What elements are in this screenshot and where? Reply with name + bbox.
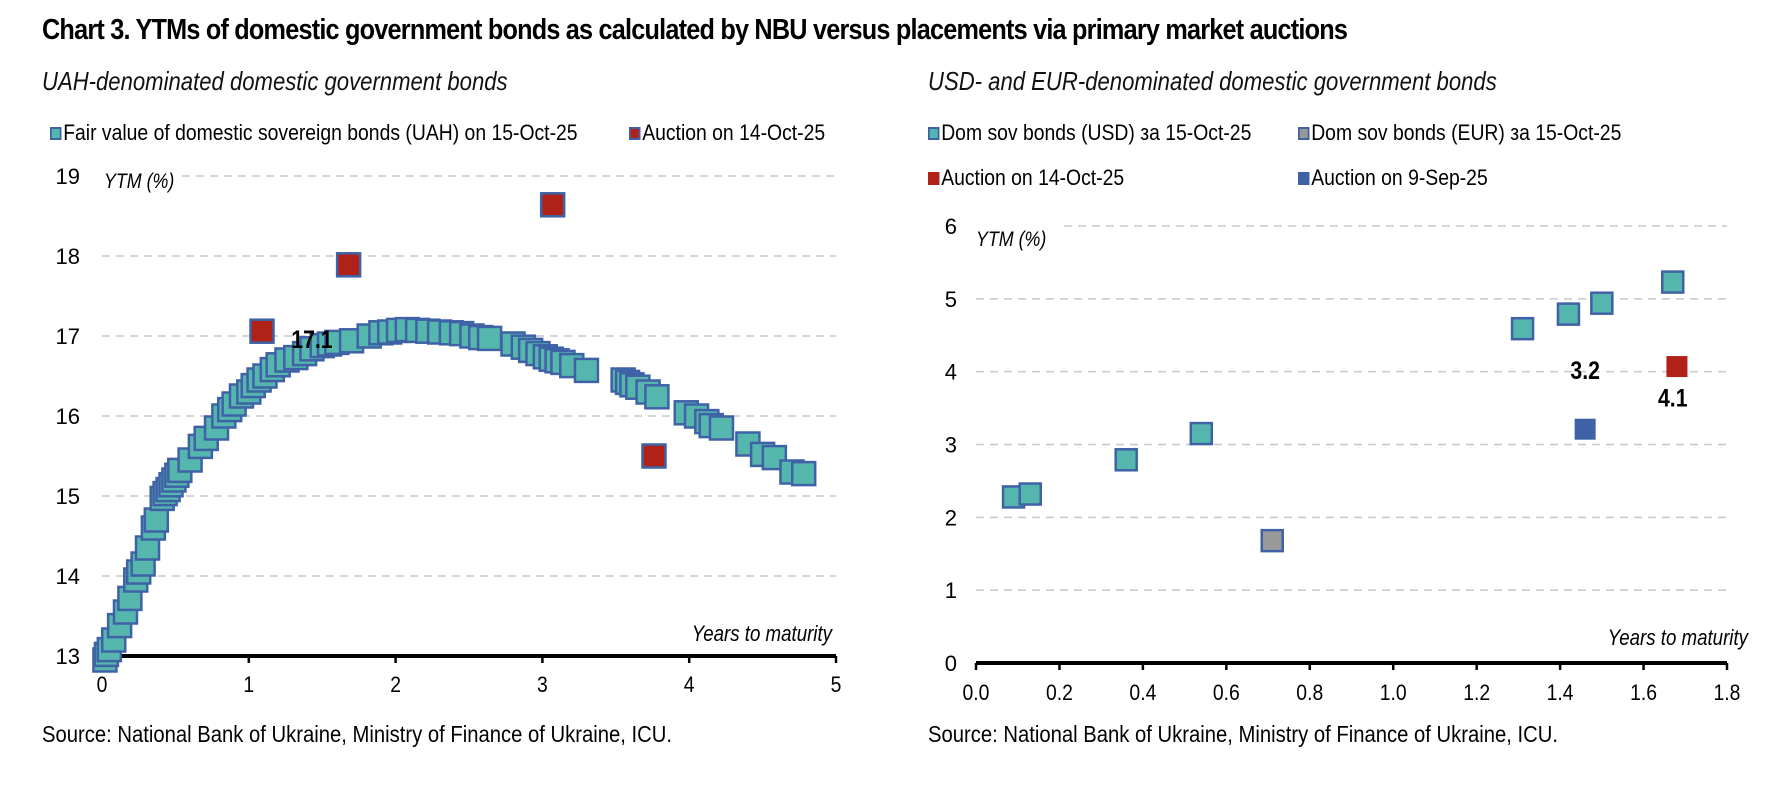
data-point [790,460,817,487]
usd-eur-chart: 0 1 2 3 4 5 6 0.0 0.2 0.4 0.6 0.8 1.0 1.2 1.4 1.6 1.8 YTM… [945,214,1750,705]
x-tick-label: 1.2 [1463,681,1490,705]
series-blue [1574,418,1596,440]
right-chart-source: Source: National Bank of Ukraine, Minist… [928,721,1558,747]
series-gray [1260,528,1284,553]
x-axis-label: Years to maturity [692,623,834,647]
legend-label: Dom sov bonds (USD) за 15-Oct-25 [941,120,1252,145]
x-tick-label: 4 [684,673,695,697]
x-tick-label: 0 [97,673,108,697]
data-point [1556,302,1581,326]
data-point [1590,291,1614,315]
data-point [1510,316,1535,341]
left-chart-source: Source: National Bank of Ukraine, Minist… [42,721,672,747]
data-label: 3.2 [1570,356,1600,384]
uah-chart: 13 14 15 16 17 18 19 0 1 2 3 4 5 YTM (%) Years to matu… [56,164,842,697]
legend-item-auction-sep: Auction on 9-Sep-25 [1298,165,1488,191]
data-point [1260,528,1284,553]
legend-swatch-red [629,126,641,140]
x-tick-label: 5 [831,673,842,697]
left-chart-subtitle: UAH-denominated domestic government bond… [42,66,508,96]
y-tick-label: 0 [945,651,957,676]
right-chart-subtitle: USD- and EUR-denominated domestic govern… [928,66,1497,96]
x-tick-label: 1.4 [1547,681,1574,705]
data-point [476,325,503,352]
legend-swatch-gray [1298,126,1310,140]
x-tick-label: 2 [390,673,401,697]
y-tick-label: 19 [56,164,80,189]
x-tick-label: 0.2 [1046,681,1073,705]
data-label: 4.1 [1658,384,1688,412]
y-tick-label: 1 [945,578,957,603]
x-tick-label: 0.6 [1213,681,1240,705]
series-red [1666,356,1688,378]
legend-item-eur-bonds: Dom sov bonds (EUR) за 15-Oct-25 [1298,120,1621,146]
data-point [708,415,735,441]
data-point [539,192,566,218]
y-tick-label: 16 [56,404,80,429]
legend-item-auction-oct: Auction on 14-Oct-25 [928,165,1124,191]
data-point [335,252,362,278]
y-tick-label: 15 [56,484,80,509]
x-tick-label: 1.8 [1714,681,1741,705]
y-tick-label: 2 [945,505,957,530]
data-point [1114,448,1138,472]
x-axis-label: Years to maturity [1608,627,1750,651]
y-tick-label: 6 [945,214,957,239]
x-tick-label: 1 [243,673,254,697]
x-tick-label: 0.8 [1296,681,1323,705]
x-tick-label: 1.0 [1380,681,1407,705]
legend-swatch-blue [1298,171,1310,185]
x-tick-label: 0.0 [963,681,990,705]
y-tick-label: 14 [56,564,80,589]
y-tick-label: 13 [56,644,80,669]
y-tick-label: 5 [945,287,957,312]
data-point [1666,356,1688,378]
y-tick-label: 3 [945,433,957,458]
data-point [1189,421,1214,446]
legend-label: Auction on 14-Oct-25 [642,120,826,145]
legend-swatch-teal [928,126,940,140]
series-teal [1001,270,1685,509]
legend-label: Dom sov bonds (EUR) за 15-Oct-25 [1311,120,1622,145]
y-axis-label: YTM (%) [104,170,174,194]
x-tick-label: 1.6 [1630,681,1657,705]
legend-item-uah-auction: Auction on 14-Oct-25 [629,120,825,146]
data-point [143,507,170,533]
chart-title: Chart 3. YTMs of domestic government bon… [42,14,1348,46]
y-axis-label: YTM (%) [976,228,1046,252]
data-point [641,443,667,469]
legend-swatch-teal [50,126,62,140]
y-tick-label: 4 [945,360,957,385]
legend-label: Auction on 9-Sep-25 [1311,165,1488,190]
data-point [1018,482,1042,506]
data-point [249,318,275,344]
y-tick-label: 17 [56,324,80,349]
x-tick-label: 0.4 [1129,681,1156,705]
legend-label: Auction on 14-Oct-25 [941,165,1125,190]
legend-item-uah-fair-value: Fair value of domestic sovereign bonds (… [50,120,578,146]
data-point [1661,270,1685,294]
y-tick-label: 18 [56,244,80,269]
series-teal [92,316,817,673]
legend-item-usd-bonds: Dom sov bonds (USD) за 15-Oct-25 [928,120,1251,146]
data-point [1574,418,1596,440]
data-point [644,384,670,410]
legend-label: Fair value of domestic sovereign bonds (… [63,120,578,145]
x-tick-label: 3 [537,673,548,697]
data-point [573,357,600,384]
series-red [249,192,667,469]
data-label: 17.1 [291,325,332,353]
legend-swatch-red [928,171,940,185]
